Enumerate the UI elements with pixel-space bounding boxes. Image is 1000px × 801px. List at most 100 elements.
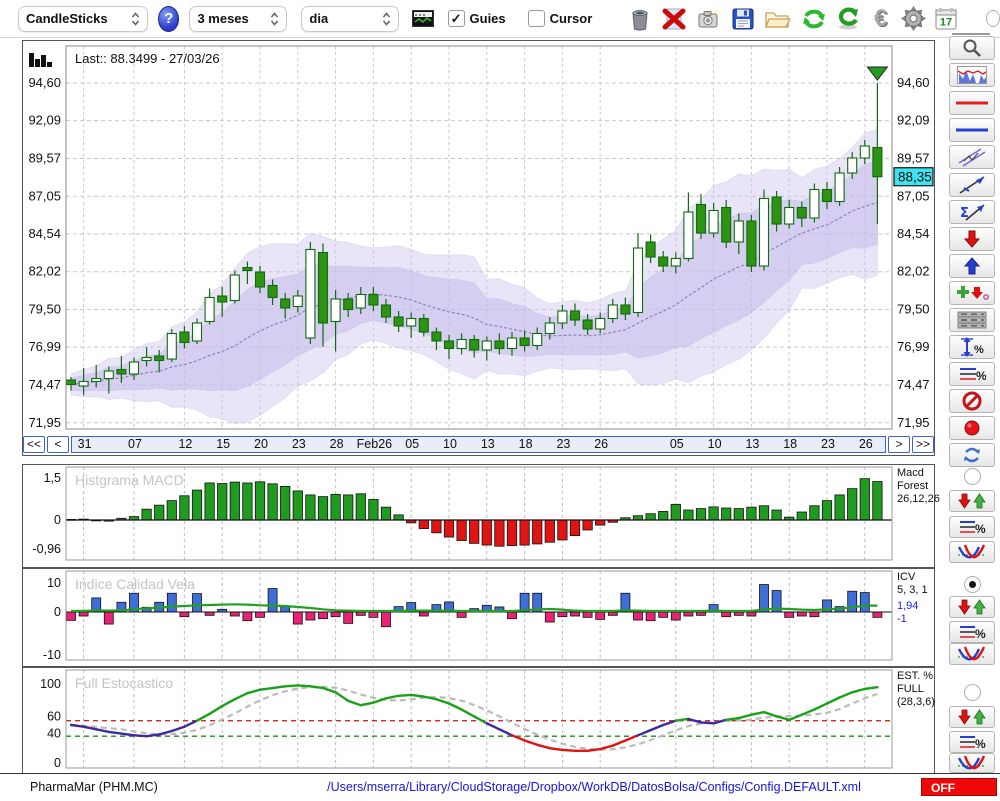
candle	[621, 305, 630, 314]
icv-signals-button[interactable]	[949, 596, 995, 618]
off-badge[interactable]: OFF	[921, 778, 997, 796]
reload-data-button[interactable]	[949, 443, 995, 467]
icv-canvas[interactable]: 100-10Indice Calidad Vela	[23, 569, 934, 664]
stochastic-percent-button[interactable]: %	[949, 731, 995, 753]
period-select[interactable]: 3 meses	[189, 6, 287, 32]
trash-button[interactable]	[628, 4, 652, 34]
macd-percent-button[interactable]: %	[949, 516, 995, 538]
chart-type-select[interactable]: CandleSticks	[18, 6, 148, 32]
candle	[558, 311, 567, 323]
delete-button[interactable]	[662, 4, 686, 34]
disable-tool-button[interactable]	[949, 389, 995, 413]
add-signal-tool-button[interactable]	[949, 281, 995, 305]
macd-canvas[interactable]: 1,50-0,96Histgrama MACD	[23, 465, 934, 565]
candle	[218, 296, 227, 302]
x-tick-label: Feb26	[357, 437, 392, 451]
x-tick-label: 10	[443, 437, 457, 451]
candle	[495, 341, 504, 349]
blue-up-arrow-icon	[964, 257, 980, 275]
x-tick-label: 18	[783, 437, 797, 451]
red-hline-tool-button[interactable]	[949, 91, 995, 115]
svg-text:%: %	[975, 522, 986, 535]
svg-text:%: %	[975, 627, 986, 640]
stochastic-panel-radio[interactable]	[964, 684, 981, 701]
help-label: ?	[164, 10, 173, 27]
channel-tool-button[interactable]	[949, 145, 995, 169]
candle	[470, 340, 479, 351]
percent-lines-icon: %	[958, 519, 986, 535]
macd-panel-radio[interactable]	[964, 468, 981, 485]
macd-signals-button[interactable]	[949, 490, 995, 512]
record-button[interactable]	[949, 416, 995, 440]
svg-text:71,95: 71,95	[28, 415, 61, 430]
svg-text:87,05: 87,05	[897, 188, 930, 203]
stochastic-curve-button[interactable]	[949, 753, 995, 773]
nav-next-button[interactable]: >	[888, 436, 910, 453]
svg-text:84,54: 84,54	[897, 226, 930, 241]
help-button[interactable]: ?	[158, 6, 179, 32]
indicator-curves-icon	[957, 543, 987, 561]
snapshot-button[interactable]	[696, 4, 720, 34]
svg-text:0: 0	[54, 756, 61, 770]
data-table-button[interactable]	[949, 308, 995, 332]
chart-type-select-value: CandleSticks	[26, 11, 108, 26]
candle	[79, 382, 88, 387]
save-button[interactable]	[731, 4, 755, 34]
blue-hline-tool-button[interactable]	[949, 118, 995, 142]
nav-prev-button[interactable]: <	[47, 436, 69, 453]
indicator-curves-icon	[957, 754, 987, 772]
mini-chart-window-button[interactable]	[411, 4, 435, 34]
settings-button[interactable]	[901, 4, 926, 34]
sell-marker-tool-button[interactable]	[949, 227, 995, 251]
x-tick-label: 12	[178, 437, 192, 451]
trendline-tool-button[interactable]	[949, 173, 995, 197]
currency-button[interactable]: €	[869, 4, 893, 34]
zoom-tool-button[interactable]	[949, 36, 995, 60]
buy-marker-tool-button[interactable]	[949, 254, 995, 278]
candle	[760, 199, 769, 267]
x-tick-label: 23	[292, 437, 306, 451]
down-up-arrows-icon	[958, 709, 986, 725]
nav-last-button[interactable]: >>	[912, 436, 934, 453]
toolbar-radio[interactable]	[986, 10, 1000, 27]
sigma-trend-tool-button[interactable]: Σ	[949, 200, 995, 224]
config-path-link[interactable]: /Users/mserra/Library/CloudStorage/Dropb…	[327, 780, 861, 794]
x-tick-label: 05	[670, 437, 684, 451]
period-select-value: 3 meses	[197, 11, 248, 26]
indicator-panel-button[interactable]	[949, 63, 995, 87]
icv-percent-button[interactable]: %	[949, 621, 995, 643]
nav-first-button[interactable]: <<	[23, 436, 45, 453]
macd-curve-button[interactable]	[949, 541, 995, 563]
candle	[835, 173, 844, 202]
cursor-checkbox[interactable]: Cursor	[528, 10, 593, 27]
icv-ma-value: 1,94	[897, 600, 928, 613]
date-strip[interactable]: 31071215202328Feb26051013182326051013182…	[71, 436, 886, 453]
svg-text:94,60: 94,60	[897, 75, 930, 90]
calendar-button[interactable]: 17	[934, 4, 958, 34]
open-button[interactable]	[765, 4, 791, 34]
icv-panel-radio[interactable]	[964, 576, 981, 593]
icv-curve-button[interactable]	[949, 643, 995, 665]
percent-lines-button[interactable]: %	[949, 362, 995, 386]
candle	[697, 205, 706, 234]
interval-select[interactable]: dia	[301, 6, 399, 32]
percent-lines-icon: %	[958, 624, 986, 640]
main-chart-canvas[interactable]: 94,6094,6092,0992,0989,5789,5787,0587,05…	[23, 41, 934, 435]
svg-text:74,47: 74,47	[897, 377, 930, 392]
stochastic-canvas[interactable]: 10060400Full Estocastico	[23, 668, 934, 771]
red-down-arrow-icon	[964, 230, 980, 248]
open-folder-icon	[765, 9, 791, 29]
calendar-icon: 17	[934, 7, 958, 31]
svg-text:82,02: 82,02	[897, 264, 930, 279]
candle	[797, 208, 806, 219]
guies-checkbox[interactable]: ✓ Guies	[448, 10, 506, 27]
stochastic-signals-button[interactable]	[949, 706, 995, 728]
candle	[634, 248, 643, 313]
sync-button[interactable]	[835, 4, 861, 34]
vertical-percent-button[interactable]: %	[949, 335, 995, 359]
refresh-button[interactable]	[801, 4, 827, 34]
candle	[331, 299, 340, 322]
indicator-chart-icon	[957, 66, 987, 84]
icv-right-label: ICV 5, 3, 1 1,94 -1	[897, 571, 928, 626]
add-signal-icon	[955, 284, 989, 302]
